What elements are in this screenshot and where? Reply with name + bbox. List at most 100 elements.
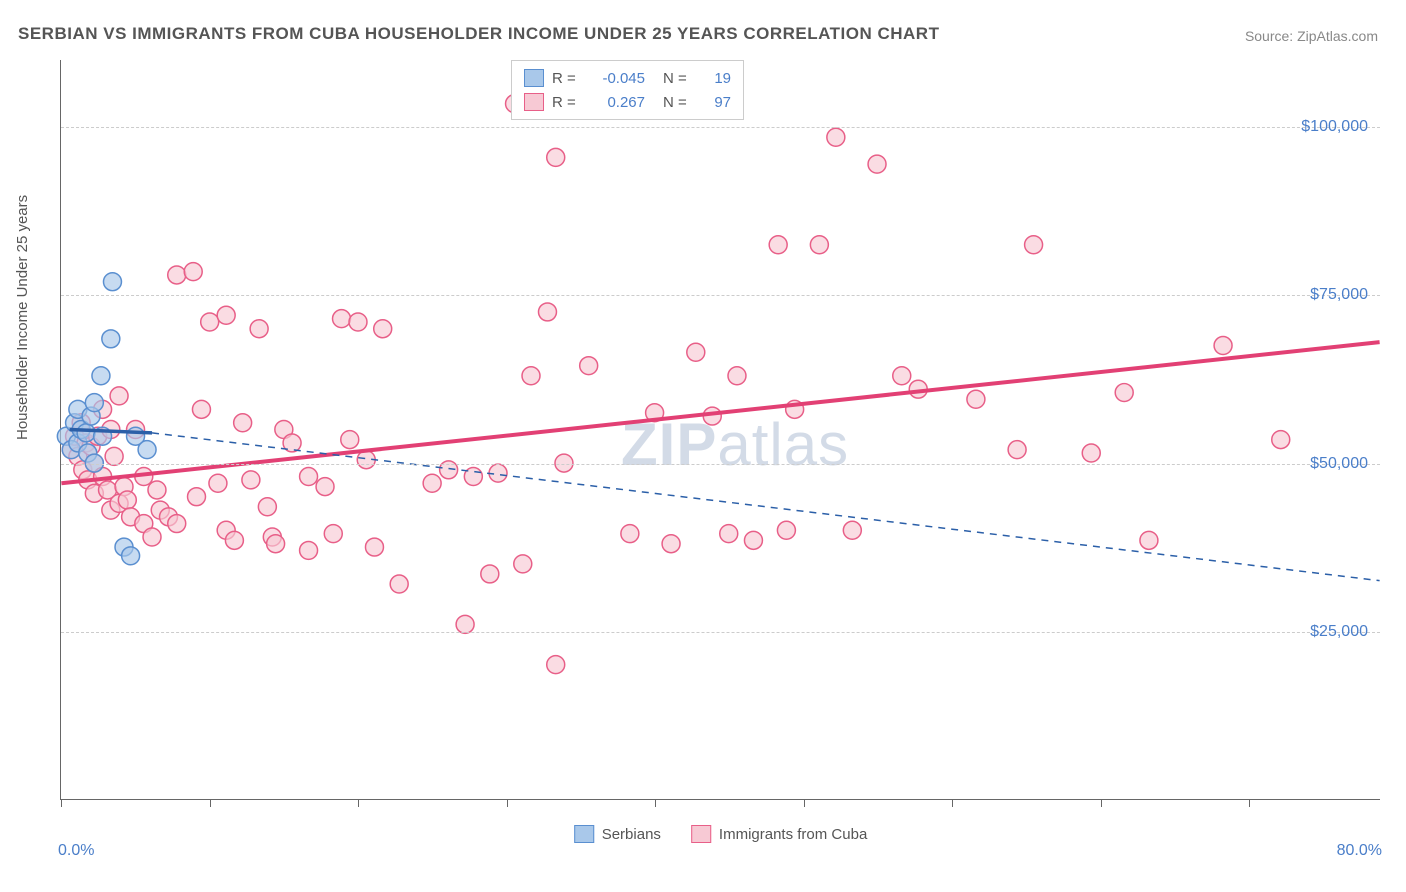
- scatter-point: [744, 531, 762, 549]
- scatter-point: [250, 320, 268, 338]
- n-label: N =: [663, 70, 693, 87]
- n-value-cuba: 97: [701, 94, 731, 111]
- y-tick-label: $75,000: [1310, 286, 1368, 304]
- scatter-point: [201, 313, 219, 331]
- scatter-point: [390, 575, 408, 593]
- scatter-point: [810, 236, 828, 254]
- chart-title: SERBIAN VS IMMIGRANTS FROM CUBA HOUSEHOL…: [18, 24, 939, 44]
- x-tick: [952, 799, 953, 807]
- legend-label-serbians: Serbians: [602, 826, 661, 843]
- scatter-point: [118, 491, 136, 509]
- scatter-plot-svg: [61, 60, 1380, 799]
- regression-line-cuba: [61, 342, 1379, 483]
- scatter-point: [333, 310, 351, 328]
- scatter-point: [234, 414, 252, 432]
- scatter-point: [1082, 444, 1100, 462]
- scatter-point: [522, 367, 540, 385]
- x-tick: [210, 799, 211, 807]
- scatter-point: [456, 615, 474, 633]
- series-legend: Serbians Immigrants from Cuba: [574, 825, 868, 843]
- scatter-point: [547, 148, 565, 166]
- x-axis-max-label: 80.0%: [1337, 842, 1382, 860]
- scatter-point: [1140, 531, 1158, 549]
- r-label: R =: [552, 94, 582, 111]
- legend-row-serbians: R = -0.045 N = 19: [524, 66, 731, 90]
- x-tick: [507, 799, 508, 807]
- scatter-point: [538, 303, 556, 321]
- scatter-point: [77, 424, 95, 442]
- scatter-point: [728, 367, 746, 385]
- n-label: N =: [663, 94, 693, 111]
- x-axis-min-label: 0.0%: [58, 842, 94, 860]
- scatter-point: [1115, 384, 1133, 402]
- scatter-point: [209, 474, 227, 492]
- legend-item-serbians: Serbians: [574, 825, 661, 843]
- x-tick: [1249, 799, 1250, 807]
- scatter-point: [188, 488, 206, 506]
- gridline-h: [61, 295, 1380, 296]
- scatter-point: [122, 547, 140, 565]
- scatter-point: [777, 521, 795, 539]
- scatter-point: [893, 367, 911, 385]
- swatch-serbians-icon: [574, 825, 594, 843]
- scatter-point: [662, 535, 680, 553]
- scatter-point: [374, 320, 392, 338]
- source-prefix: Source:: [1245, 28, 1297, 44]
- scatter-point: [300, 468, 318, 486]
- scatter-point: [720, 525, 738, 543]
- scatter-point: [138, 441, 156, 459]
- scatter-point: [687, 343, 705, 361]
- scatter-point: [102, 330, 120, 348]
- scatter-point: [341, 431, 359, 449]
- scatter-point: [868, 155, 886, 173]
- scatter-point: [827, 128, 845, 146]
- scatter-point: [423, 474, 441, 492]
- n-value-serbians: 19: [701, 70, 731, 87]
- scatter-point: [769, 236, 787, 254]
- r-value-serbians: -0.045: [590, 70, 645, 87]
- scatter-point: [103, 273, 121, 291]
- scatter-point: [92, 367, 110, 385]
- scatter-point: [217, 306, 235, 324]
- legend-item-cuba: Immigrants from Cuba: [691, 825, 867, 843]
- scatter-point: [267, 535, 285, 553]
- scatter-point: [1272, 431, 1290, 449]
- swatch-cuba: [524, 93, 544, 111]
- legend-label-cuba: Immigrants from Cuba: [719, 826, 867, 843]
- swatch-serbians: [524, 69, 544, 87]
- scatter-point: [843, 521, 861, 539]
- r-label: R =: [552, 70, 582, 87]
- scatter-point: [1008, 441, 1026, 459]
- regression-extrapolation-serbians: [152, 433, 1380, 581]
- swatch-cuba-icon: [691, 825, 711, 843]
- scatter-point: [514, 555, 532, 573]
- scatter-point: [547, 656, 565, 674]
- legend-row-cuba: R = 0.267 N = 97: [524, 90, 731, 114]
- scatter-point: [365, 538, 383, 556]
- scatter-point: [192, 400, 210, 418]
- r-value-cuba: 0.267: [590, 94, 645, 111]
- gridline-h: [61, 464, 1380, 465]
- scatter-point: [580, 357, 598, 375]
- source-link[interactable]: ZipAtlas.com: [1297, 28, 1378, 44]
- scatter-point: [168, 515, 186, 533]
- gridline-h: [61, 632, 1380, 633]
- scatter-point: [316, 478, 334, 496]
- x-tick: [804, 799, 805, 807]
- y-axis-label: Householder Income Under 25 years: [14, 195, 31, 440]
- correlation-legend: R = -0.045 N = 19 R = 0.267 N = 97: [511, 60, 744, 120]
- scatter-point: [168, 266, 186, 284]
- gridline-h: [61, 127, 1380, 128]
- scatter-point: [184, 263, 202, 281]
- scatter-point: [300, 541, 318, 559]
- scatter-point: [621, 525, 639, 543]
- scatter-point: [242, 471, 260, 489]
- scatter-point: [349, 313, 367, 331]
- x-tick: [61, 799, 62, 807]
- y-tick-label: $50,000: [1310, 455, 1368, 473]
- x-tick: [655, 799, 656, 807]
- scatter-point: [324, 525, 342, 543]
- scatter-point: [225, 531, 243, 549]
- scatter-point: [481, 565, 499, 583]
- scatter-point: [1214, 337, 1232, 355]
